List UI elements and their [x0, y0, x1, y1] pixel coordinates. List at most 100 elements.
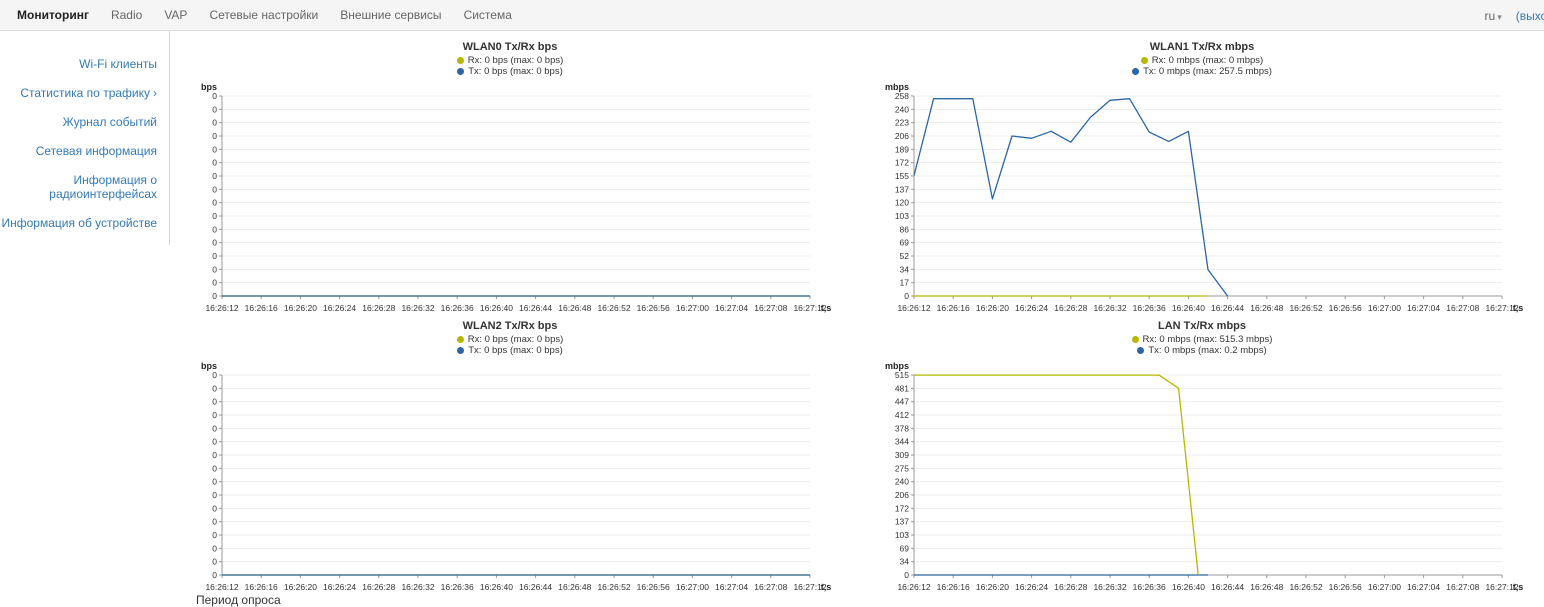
svg-text:16:26:12: 16:26:12 — [897, 582, 930, 592]
svg-text:16:27:08: 16:27:08 — [754, 582, 787, 592]
svg-text:0: 0 — [212, 184, 217, 194]
svg-text:16:26:20: 16:26:20 — [976, 303, 1009, 313]
legend-rx: Rx: 0 mbps (max: 0 mbps) — [1140, 55, 1264, 66]
svg-text:16:26:24: 16:26:24 — [323, 582, 356, 592]
svg-text:16:26:56: 16:26:56 — [1329, 582, 1362, 592]
svg-text:0: 0 — [212, 278, 217, 288]
svg-text:481: 481 — [895, 383, 909, 393]
svg-text:16:26:48: 16:26:48 — [558, 303, 591, 313]
plot-area-wlan2: 0 0 0 0 0 0 0 0 0 0 0 0 0 0 0 0 bps 16:26:12 16:26:16 16:26… — [180, 357, 840, 595]
svg-text:16:26:32: 16:26:32 — [401, 303, 434, 313]
legend-rx-dot-icon — [456, 336, 464, 343]
svg-text:bps: bps — [201, 82, 217, 92]
svg-text:16:26:48: 16:26:48 — [558, 582, 591, 592]
legend-tx: Tx: 0 mbps (max: 0.2 mbps) — [1137, 345, 1267, 356]
svg-text:16:27:00: 16:27:00 — [1368, 303, 1401, 313]
svg-text:0: 0 — [212, 450, 217, 460]
svg-text:16:27:04: 16:27:04 — [715, 303, 748, 313]
chart-legend-wlan2: Rx: 0 bps (max: 0 bps) Tx: 0 bps (max: 0… — [180, 334, 840, 356]
svg-text:275: 275 — [895, 463, 909, 473]
svg-text:0: 0 — [212, 131, 217, 141]
sidebar-item-traffic-statistics[interactable]: Статистика по трафику › — [0, 86, 157, 100]
tab-radio[interactable]: Radio — [110, 7, 143, 22]
svg-text:16:27:04: 16:27:04 — [715, 582, 748, 592]
tab-external-services[interactable]: Внешние сервисы — [340, 7, 442, 22]
tab-monitoring[interactable]: Мониторинг — [17, 7, 89, 22]
legend-tx-label: Tx: 0 bps (max: 0 bps) — [468, 66, 563, 77]
sidebar-item-event-log[interactable]: Журнал событий — [62, 115, 157, 129]
sidebar-item-radio-interface-information[interactable]: Информация о радиоинтерфейсах — [49, 173, 157, 201]
svg-text:206: 206 — [895, 490, 909, 500]
legend-tx: Tx: 0 mbps (max: 257.5 mbps) — [1132, 66, 1272, 77]
svg-text:mbps: mbps — [885, 361, 909, 371]
legend-rx-label: Rx: 0 bps (max: 0 bps) — [467, 334, 564, 345]
svg-text:16:26:36: 16:26:36 — [1133, 582, 1166, 592]
svg-text:0: 0 — [212, 370, 217, 380]
sidebar: Wi-Fi клиенты Статистика по трафику › Жур… — [0, 31, 170, 245]
svg-text:16:27:12: 16:27:12 — [793, 303, 826, 313]
svg-text:0: 0 — [904, 291, 909, 301]
svg-text:0: 0 — [212, 264, 217, 274]
svg-text:0: 0 — [212, 171, 217, 181]
svg-text:344: 344 — [895, 437, 909, 447]
chart-wlan1: WLAN1 Tx/Rx mbps Rx: 0 mbps (max: 0 mbps… — [872, 41, 1532, 316]
svg-text:16:26:16: 16:26:16 — [937, 303, 970, 313]
tab-vap[interactable]: VAP — [164, 7, 188, 22]
svg-text:16:26:20: 16:26:20 — [284, 303, 317, 313]
svg-text:16:27:04: 16:27:04 — [1407, 303, 1440, 313]
language-selector[interactable]: ru ▾ — [1485, 9, 1502, 23]
svg-text:0: 0 — [212, 437, 217, 447]
plot-area-wlan0: 0 0 0 0 0 0 0 0 0 0 0 0 0 0 0 0 bps 16:26:12 16:26:16 16:26… — [180, 78, 840, 316]
svg-text:16:26:40: 16:26:40 — [480, 303, 513, 313]
svg-text:0: 0 — [904, 570, 909, 580]
tab-system[interactable]: Система — [463, 7, 512, 22]
svg-text:16:26:52: 16:26:52 — [1289, 303, 1322, 313]
legend-tx-dot-icon — [457, 347, 465, 354]
sidebar-item-device-information[interactable]: Информация об устройстве — [1, 216, 157, 230]
svg-text:0: 0 — [212, 91, 217, 101]
svg-text:16:26:36: 16:26:36 — [1133, 303, 1166, 313]
svg-text:69: 69 — [900, 238, 910, 248]
svg-text:206: 206 — [895, 131, 909, 141]
legend-tx-dot-icon — [1132, 68, 1140, 75]
legend-rx: Rx: 0 bps (max: 0 bps) — [456, 334, 564, 345]
svg-text:16:26:48: 16:26:48 — [1250, 582, 1283, 592]
svg-text:0: 0 — [212, 477, 217, 487]
svg-text:16:26:52: 16:26:52 — [597, 303, 630, 313]
svg-text:0: 0 — [212, 144, 217, 154]
svg-text:t,s: t,s — [1513, 303, 1524, 313]
svg-text:515: 515 — [895, 370, 909, 380]
svg-text:120: 120 — [895, 198, 909, 208]
svg-text:155: 155 — [895, 171, 909, 181]
svg-text:16:26:44: 16:26:44 — [1211, 303, 1244, 313]
legend-rx-label: Rx: 0 bps (max: 0 bps) — [467, 55, 564, 66]
svg-text:16:26:28: 16:26:28 — [362, 582, 395, 592]
svg-text:16:26:24: 16:26:24 — [323, 303, 356, 313]
chevron-right-icon: › — [153, 86, 157, 100]
legend-tx-label: Tx: 0 bps (max: 0 bps) — [468, 345, 563, 356]
svg-text:16:26:24: 16:26:24 — [1015, 303, 1048, 313]
svg-text:34: 34 — [900, 557, 910, 567]
svg-text:240: 240 — [895, 104, 909, 114]
legend-tx: Tx: 0 bps (max: 0 bps) — [457, 66, 563, 77]
svg-text:16:26:44: 16:26:44 — [1211, 582, 1244, 592]
svg-text:16:26:12: 16:26:12 — [205, 303, 238, 313]
tab-network-settings[interactable]: Сетевые настройки — [209, 7, 319, 22]
svg-text:0: 0 — [212, 251, 217, 261]
page-content: Wi-Fi клиенты Статистика по трафику › Жур… — [0, 31, 1544, 595]
svg-text:t,s: t,s — [1513, 582, 1524, 592]
svg-text:16:26:28: 16:26:28 — [362, 303, 395, 313]
legend-rx-label: Rx: 0 mbps (max: 0 mbps) — [1151, 55, 1264, 66]
chart-wlan0: WLAN0 Tx/Rx bps Rx: 0 bps (max: 0 bps) T… — [180, 41, 840, 316]
svg-text:240: 240 — [895, 477, 909, 487]
svg-text:103: 103 — [895, 530, 909, 540]
logout-link[interactable]: (выход) — [1515, 8, 1544, 23]
legend-rx: Rx: 0 bps (max: 0 bps) — [456, 55, 564, 66]
sidebar-item-wifi-clients[interactable]: Wi-Fi клиенты — [79, 57, 157, 71]
svg-text:258: 258 — [895, 91, 909, 101]
chart-title-wlan2: WLAN2 Tx/Rx bps — [462, 320, 558, 332]
svg-text:0: 0 — [212, 118, 217, 128]
svg-text:16:26:56: 16:26:56 — [1329, 303, 1362, 313]
svg-text:16:26:16: 16:26:16 — [937, 582, 970, 592]
sidebar-item-network-information[interactable]: Сетевая информация — [35, 144, 157, 158]
